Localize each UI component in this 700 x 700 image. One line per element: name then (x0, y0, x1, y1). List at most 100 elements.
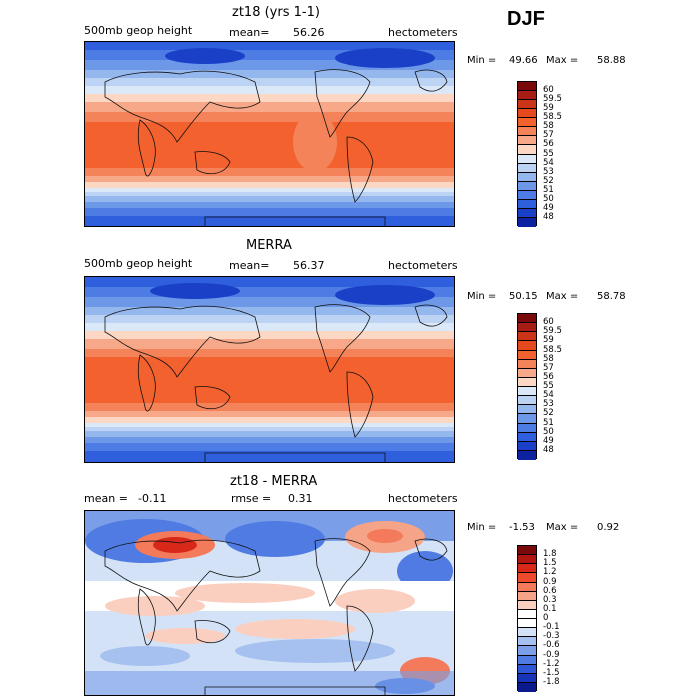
colorbar-tick-label: 1.5 (543, 558, 557, 569)
panel3-rmse-label: rmse = (231, 492, 272, 505)
panel1-colorbar (517, 81, 537, 227)
colorbar-swatch (518, 136, 536, 146)
colorbar-tick-label: 1.2 (543, 567, 557, 578)
colorbar-tick-label: 0 (543, 613, 549, 623)
panel3-units: hectometers (388, 492, 458, 505)
colorbar-tick-label: 58 (543, 353, 554, 364)
colorbar-swatch (518, 190, 536, 200)
panel1-mean-label: mean= (229, 26, 270, 39)
colorbar-swatch (518, 555, 536, 565)
colorbar-swatch (518, 145, 536, 155)
colorbar-tick-label: 52 (543, 175, 554, 186)
panel3-min-value: -1.53 (509, 522, 535, 533)
colorbar-tick-label: 0.3 (543, 594, 557, 605)
colorbar-swatch (518, 441, 536, 451)
colorbar-tick-label: 0.1 (543, 603, 557, 614)
colorbar-tick-label: 56 (543, 371, 554, 382)
colorbar-swatch (518, 82, 536, 92)
colorbar-swatch (518, 199, 536, 209)
panel2-mean-value: 56.37 (293, 259, 325, 272)
colorbar-swatch (518, 637, 536, 647)
colorbar-tick-label: 53 (543, 166, 554, 177)
colorbar-swatch (518, 208, 536, 218)
panel3-rmse-value: 0.31 (288, 492, 313, 505)
panel2-colorbar (517, 313, 537, 460)
colorbar-tick-label: 59 (543, 335, 554, 346)
colorbar-swatch (518, 323, 536, 333)
colorbar-tick-label: -0.6 (543, 640, 560, 651)
colorbar-tick-label: 58 (543, 121, 554, 132)
panel2-title: MERRA (246, 238, 292, 253)
colorbar-swatch (518, 450, 536, 460)
colorbar-swatch (518, 628, 536, 638)
panel3-colorbar (517, 545, 537, 692)
panel3-min-label: Min = (467, 522, 497, 533)
colorbar-tick-label: 59.5 (543, 326, 562, 337)
colorbar-swatch (518, 423, 536, 433)
colorbar-swatch (518, 609, 536, 619)
colorbar-swatch (518, 332, 536, 342)
colorbar-swatch (518, 432, 536, 442)
colorbar-swatch (518, 387, 536, 397)
panel3-mean-label: mean = (84, 492, 128, 505)
colorbar-tick-label: 51 (543, 417, 554, 428)
colorbar-tick-label: 57 (543, 362, 554, 373)
colorbar-swatch (518, 368, 536, 378)
panel3-title: zt18 - MERRA (230, 474, 318, 489)
panel1-max-value: 58.88 (597, 55, 626, 66)
colorbar-swatch (518, 377, 536, 387)
colorbar-swatch (518, 573, 536, 583)
panel1-min-label: Min = (467, 55, 497, 66)
colorbar-tick-label: 0.9 (543, 576, 557, 587)
colorbar-tick-label: -0.9 (543, 649, 560, 660)
colorbar-tick-label: 59 (543, 103, 554, 114)
colorbar-tick-label: 50 (543, 193, 554, 204)
colorbar-swatch (518, 163, 536, 173)
panel2-map (84, 276, 455, 463)
colorbar-swatch (518, 359, 536, 369)
colorbar-tick-label: 48 (543, 211, 554, 222)
colorbar-swatch (518, 600, 536, 610)
colorbar-tick-label: 59.5 (543, 94, 562, 105)
panel1-mean-value: 56.26 (293, 26, 325, 39)
colorbar-swatch (518, 619, 536, 629)
colorbar-tick-label: 60 (543, 85, 554, 96)
colorbar-swatch (518, 564, 536, 574)
colorbar-tick-label: 49 (543, 202, 554, 213)
colorbar-swatch (518, 582, 536, 592)
panel3-mean-value: -0.11 (138, 492, 167, 505)
colorbar-tick-label: 55 (543, 148, 554, 159)
season-label: DJF (507, 8, 545, 30)
panel2-min-label: Min = (467, 291, 497, 302)
colorbar-tick-label: -0.3 (543, 631, 560, 642)
colorbar-swatch (518, 217, 536, 227)
colorbar-tick-label: -1.5 (543, 667, 560, 678)
colorbar-tick-label: -1.2 (543, 658, 560, 669)
colorbar-tick-label: 56 (543, 139, 554, 150)
panel3-map (84, 510, 455, 696)
colorbar-tick-label: 0.6 (543, 585, 557, 596)
panel3-max-label: Max = (546, 522, 579, 533)
colorbar-tick-label: 54 (543, 390, 554, 401)
colorbar-swatch (518, 154, 536, 164)
colorbar-swatch (518, 396, 536, 406)
colorbar-tick-label: 57 (543, 130, 554, 141)
colorbar-swatch (518, 682, 536, 692)
colorbar-swatch (518, 314, 536, 324)
colorbar-swatch (518, 172, 536, 182)
panel2-units: hectometers (388, 259, 458, 272)
panel1-units: hectometers (388, 26, 458, 39)
colorbar-swatch (518, 91, 536, 101)
colorbar-tick-label: 52 (543, 408, 554, 419)
colorbar-swatch (518, 591, 536, 601)
colorbar-tick-label: 58.5 (543, 112, 562, 123)
colorbar-swatch (518, 181, 536, 191)
colorbar-tick-label: 60 (543, 317, 554, 328)
colorbar-tick-label: 58.5 (543, 344, 562, 355)
colorbar-swatch (518, 127, 536, 137)
panel2-min-value: 50.15 (509, 291, 538, 302)
panel2-mean-label: mean= (229, 259, 270, 272)
panel1-field-label: 500mb geop height (84, 24, 193, 37)
colorbar-swatch (518, 414, 536, 424)
colorbar-tick-label: 50 (543, 426, 554, 437)
